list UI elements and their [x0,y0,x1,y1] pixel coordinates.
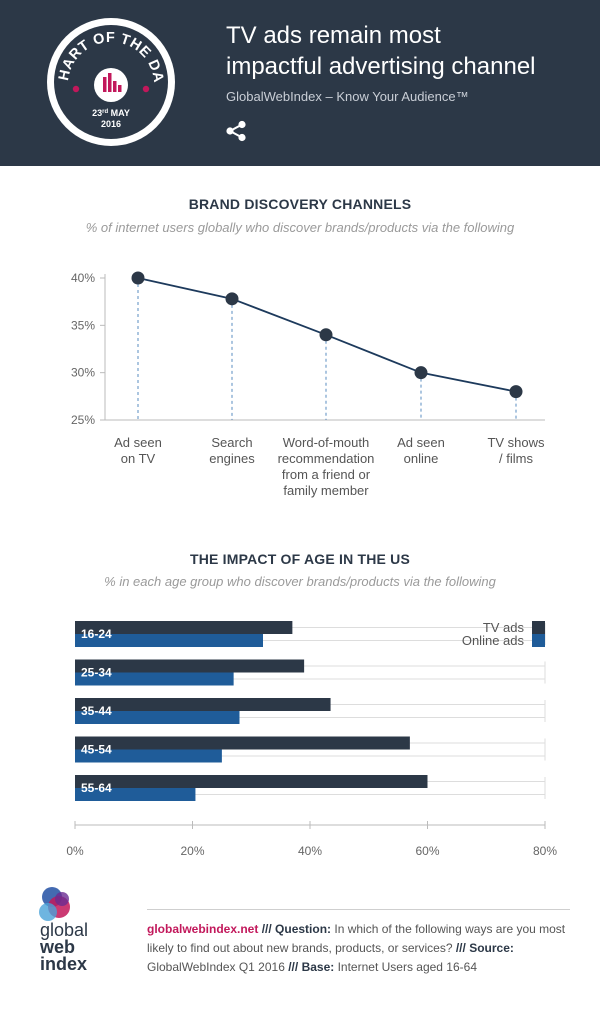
bar-chart-subtitle: % in each age group who discover brands/… [104,574,496,589]
x-tick-label: Word-of-mouth recommendation from a friend… [278,435,375,498]
logo-word-web: web [39,937,75,957]
chart-of-the-day-badge: CHART OF THE DAY 23rd MAY 2016 [46,17,175,146]
share-icon[interactable] [225,120,247,142]
footer-sep-3: /// [288,960,302,974]
legend-label: TV ads [483,620,525,635]
x-tick-label: Ad seen on TV [114,435,162,466]
footer-question-label: Question: [275,922,332,936]
bar-online-ads [75,788,196,801]
age-group-label: 55-64 [81,781,112,795]
bar-online-ads [75,672,234,686]
footer-base-label: Base: [301,960,335,974]
bar-tv-ads [75,659,305,673]
footer-sep-1: /// [258,922,276,936]
bar-online-ads [75,711,240,724]
brand-discovery-line-chart: 25% 30% 35% 40% Ad seen on TV Search engines Wor… [71,271,545,498]
badge-day: 23 [92,108,102,118]
bar-tv-ads [75,736,410,750]
bar-online-ads [75,749,222,763]
x-tick-label: 20% [180,844,204,858]
footer-question-text: In which of the following ways are you m… [147,922,566,955]
age-group-label: 45-54 [81,743,112,757]
data-point [509,385,523,399]
data-point [131,271,145,285]
footer-divider [147,909,570,910]
legend-swatch [532,634,545,647]
badge-year: 2016 [101,119,121,129]
data-point [319,328,333,342]
bar-tv-ads [75,775,428,788]
footer-source-label: Source: [469,941,514,955]
footer-source-note: globalwebindex.net /// Question: In whic… [147,920,570,977]
title-line-1: TV ads remain most [226,22,441,49]
x-tick-label: TV shows / films [487,435,545,466]
x-tick-label: 0% [66,844,84,858]
globalwebindex-logo: global web index [39,887,88,974]
x-tick-label: 40% [298,844,322,858]
footer-site-link[interactable]: globalwebindex.net [147,922,259,936]
y-tick-label: 35% [71,318,95,332]
bar-chart-title: THE IMPACT OF AGE IN THE US [189,551,411,567]
x-tick-label: 60% [415,844,439,858]
svg-text:23rd MAY: 23rd MAY [92,108,130,118]
header-banner: CHART OF THE DAY 23rd MAY 2016 TV ads re… [0,0,600,166]
line-chart-subtitle: % of internet users globally who discove… [85,220,515,235]
logo-word-global: global [40,920,88,940]
y-tick-label: 25% [71,413,95,427]
legend-swatch [532,621,545,634]
y-tick-label: 30% [71,366,95,380]
page-title: TV ads remain most impactful advertising… [226,20,536,82]
legend-label: Online ads [462,633,525,648]
footer-sep-2: /// [455,941,470,955]
age-group-label: 16-24 [81,627,112,641]
badge-month: MAY [111,108,130,118]
line-chart-title: BRAND DISCOVERY CHANNELS [188,196,412,212]
footer-base-text: Internet Users aged 16-64 [334,960,478,974]
x-tick-label: Search engines [209,435,255,466]
bar-tv-ads [75,698,331,711]
y-tick-label: 40% [71,271,95,285]
logo-word-index: index [40,954,87,974]
data-point [225,292,239,306]
header-subtitle: GlobalWebIndex – Know Your Audience™ [226,89,469,104]
age-group-label: 25-34 [81,666,112,680]
x-tick-label: Ad seen online [397,435,445,466]
bar-tv-ads [75,621,293,634]
data-point [414,366,428,380]
age-group-label: 35-44 [81,704,112,718]
badge-suffix: rd [102,109,108,115]
title-line-2: impactful advertising channel [226,53,536,80]
x-tick-label: 80% [533,844,557,858]
bar-online-ads [75,634,263,647]
footer-source-text: GlobalWebIndex Q1 2016 [147,960,289,974]
